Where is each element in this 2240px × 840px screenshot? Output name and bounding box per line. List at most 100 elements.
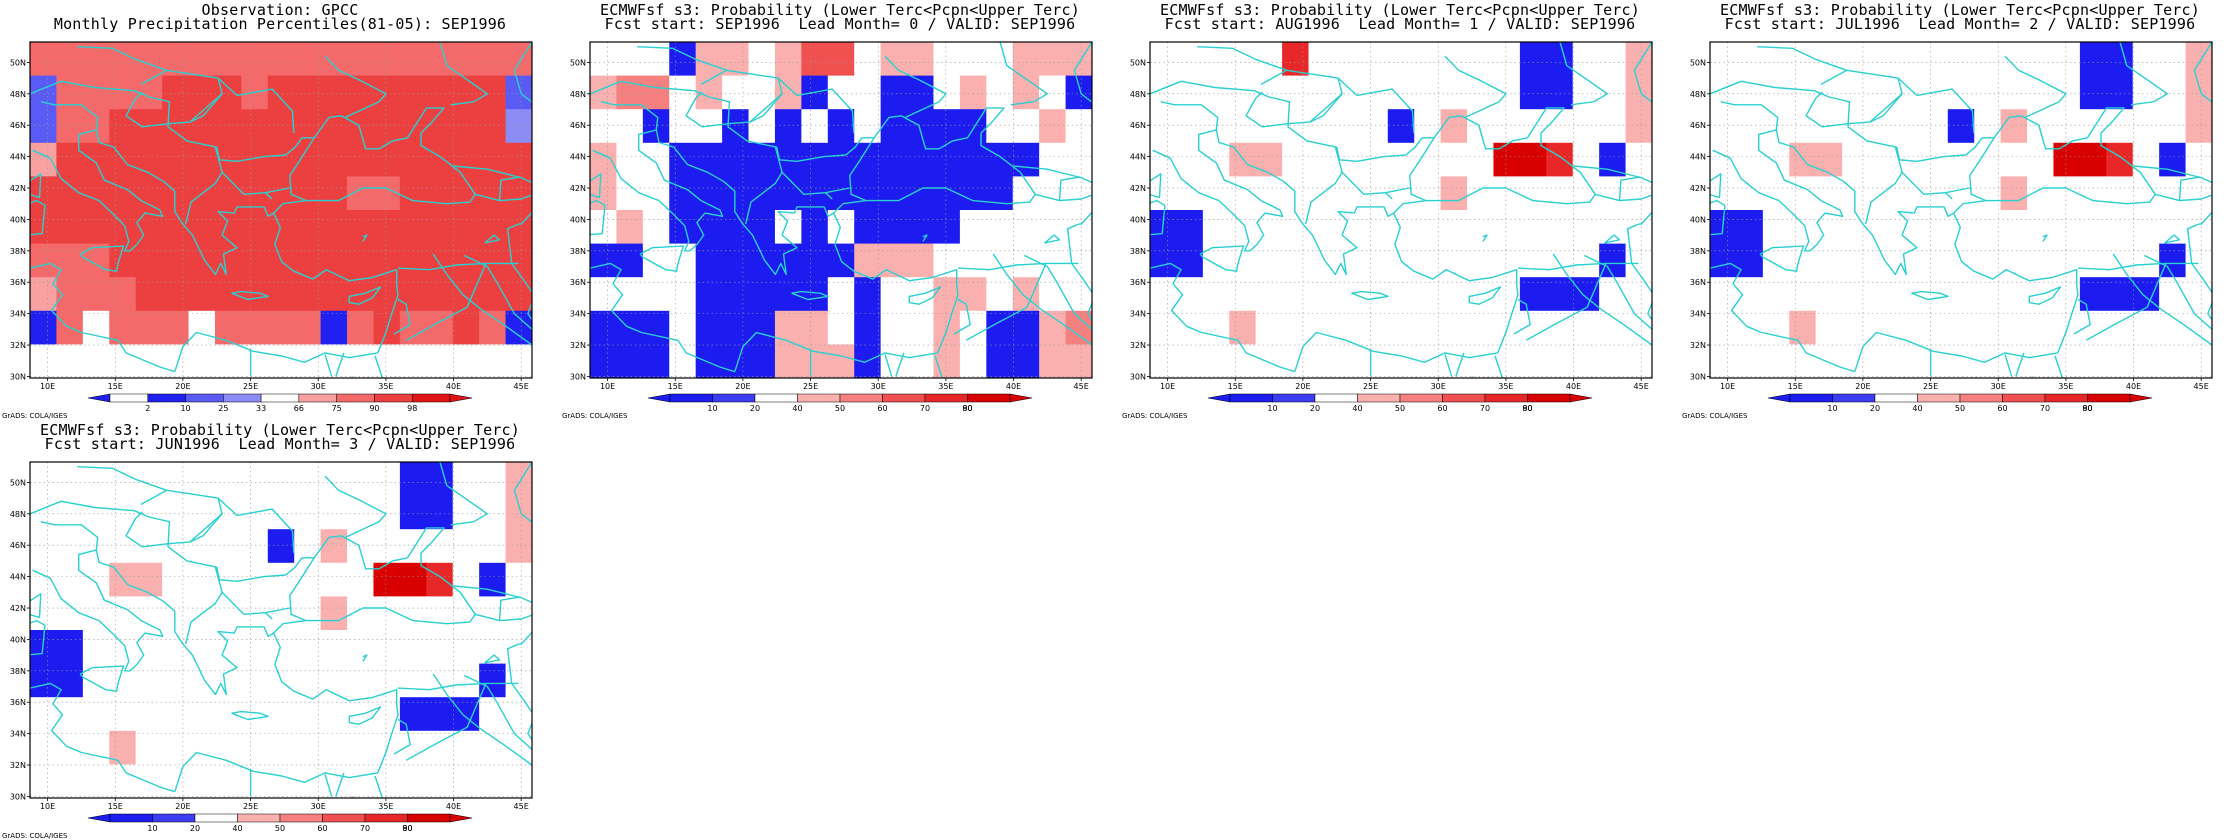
coastline [335,772,345,797]
grid-cell [373,697,401,732]
lat-label: 32N [10,761,26,770]
grid-cell [1519,75,1547,110]
lat-label: 40N [1690,215,1706,224]
lat-label: 30N [10,372,26,381]
grid-cell [1255,142,1283,177]
grid-cell [1065,109,1092,144]
grid-cell [722,142,749,177]
colorbar-label: 20 [190,824,200,833]
coastline [1152,129,1284,252]
grid-cell [188,462,216,496]
grid-cell [1762,344,1790,378]
grid-cell [188,109,216,144]
grid-cell [479,243,506,278]
grid-cell [267,42,295,76]
grid-cell [1150,344,1177,378]
coastline [2077,262,2199,271]
grid-cell [505,210,532,244]
grid-cell [267,75,295,110]
colorbar-label: 50 [1955,404,1965,413]
grid-cell [426,243,454,278]
grid-cell [1493,75,1521,110]
colorbar-label: 80 [1522,404,1532,413]
grid-cell [2185,344,2212,378]
grid-cell [82,243,110,278]
grid-cell [1440,109,1468,144]
lat-label: 50N [1130,58,1146,67]
grid-cell [2159,243,2186,278]
colorbar-swatch [1527,393,1571,403]
grid-cell [2053,277,2081,312]
coastline [405,263,487,341]
colorbar-label: 90 [962,404,972,413]
plot-frame [29,461,533,799]
grid-cell [188,310,216,345]
colorbar-swatch [2002,393,2046,403]
grid-cell [1414,277,1442,312]
graticule [590,42,1092,378]
grid-cell [188,495,216,530]
coastline [922,234,928,242]
lon-label: 35E [378,802,393,811]
grid-cell [56,243,84,278]
grid-cell [30,344,57,378]
grid-cell [801,42,829,76]
coastline [965,263,1047,341]
grid-cell [426,529,454,564]
grid-cell [1308,75,1336,110]
grid-cell [722,310,749,345]
grid-cell [2000,210,2028,244]
coastline [1712,129,1844,252]
lon-label: 25E [1363,382,1378,391]
grid-cell [1176,210,1204,244]
grid-cell [2106,243,2134,278]
lat-label: 50N [10,58,26,67]
grid-cell [1039,109,1066,144]
plot-frame [1709,41,2213,379]
grid-cell [214,109,242,144]
coastline [374,355,384,378]
grid-cell [774,109,802,144]
grid-cell [320,243,348,278]
grid-cell [399,495,427,530]
grid-cell [214,529,242,564]
grid-cell [1625,310,1652,345]
grid-cell [1282,210,1309,244]
grid-cell [748,243,776,278]
grid-cell [2185,142,2212,177]
coastline [590,199,606,236]
grid-cell [214,630,242,664]
coastline [289,527,476,625]
panel-lead-1: ECMWFsf s3: Probability (Lower Terc<Pcpn… [1120,0,1680,420]
colorbar-swatch [712,393,756,403]
lat-label: 30N [570,372,586,381]
coastline [32,549,164,672]
grid-cell [82,630,110,664]
colorbar-label: 10 [707,404,717,413]
grid-cell [1282,109,1309,144]
grid-cell [214,596,242,631]
grid-cell [320,344,348,378]
grid-cell [1065,176,1092,211]
grid-cell [1789,42,1817,76]
grid-cell [1789,109,1817,144]
grid-cell [1815,310,1843,345]
panel-title-line2: Fcst start: SEP1996 Lead Month= 0 / VALI… [604,15,1076,33]
lat-label: 42N [10,604,26,613]
grid-cell [452,529,480,564]
grid-cell [320,529,348,564]
grid-cell [162,562,189,597]
grid-cell [748,210,776,244]
lon-label: 20E [175,802,190,811]
grid-cell [986,109,1014,144]
lon-label: 25E [1923,382,1938,391]
grid-cell [479,630,506,664]
colorbar-label: 20 [1310,404,1320,413]
grid-cell [907,210,934,244]
colorbar-label: 60 [1997,404,2007,413]
grid-cell [1493,277,1521,312]
grid-cell [347,310,374,345]
coastline [1583,254,1652,330]
lat-label: 34N [10,730,26,739]
coastlines [30,42,532,378]
